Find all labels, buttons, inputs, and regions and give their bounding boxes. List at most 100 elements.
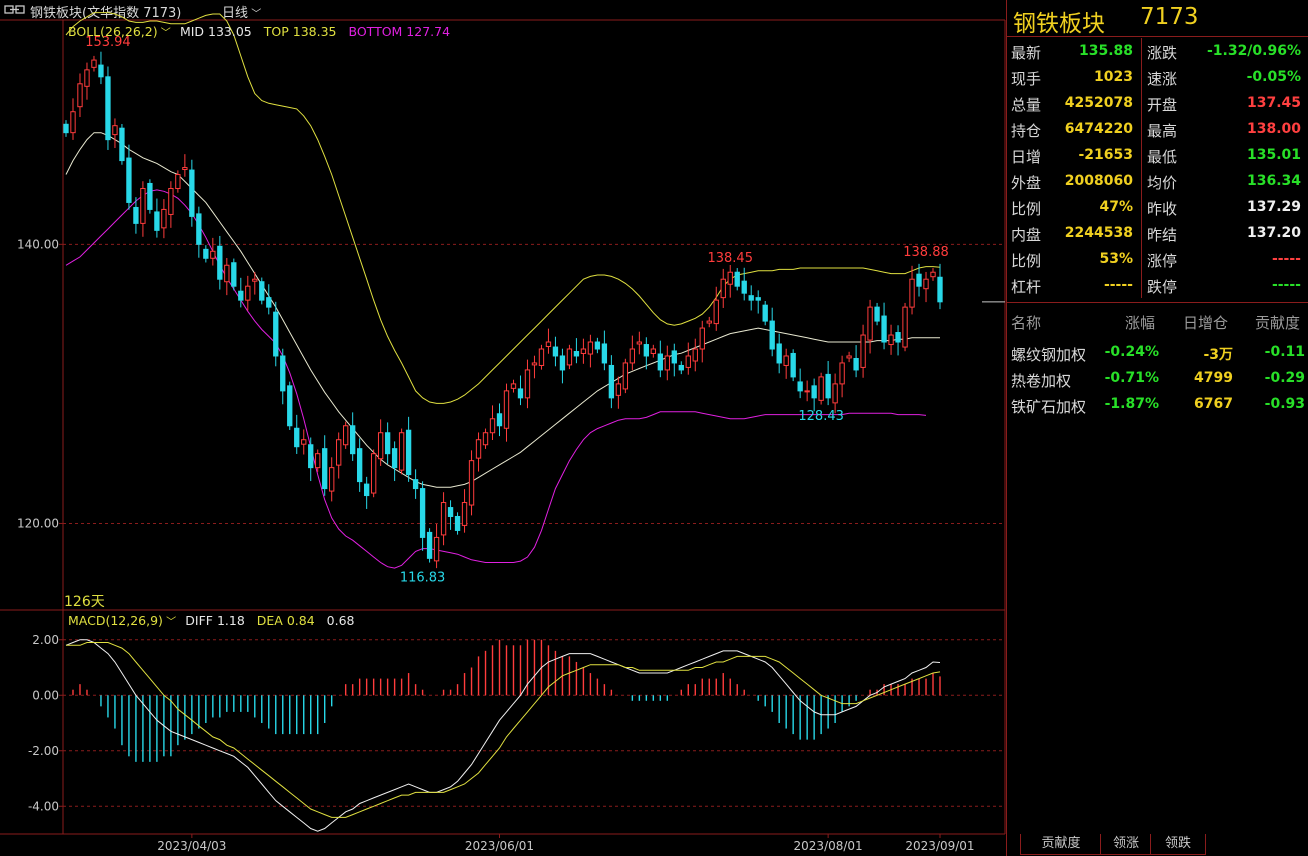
- candle-up: [706, 320, 712, 324]
- date-label: 2023/08/01: [794, 839, 863, 853]
- candle-down: [405, 429, 412, 476]
- candle-down: [671, 350, 677, 364]
- candle-down: [643, 344, 650, 357]
- candle-down: [259, 281, 265, 301]
- candle-up: [664, 355, 670, 371]
- candle-down: [133, 206, 139, 224]
- quote-row: 日增 -21653: [1007, 142, 1141, 168]
- link-icon[interactable]: [4, 4, 26, 16]
- quote-label: 总量: [1011, 96, 1042, 114]
- tab-leading-gainers[interactable]: 领涨: [1100, 834, 1152, 855]
- chevron-down-icon[interactable]: ﹀: [162, 617, 180, 628]
- period-selector[interactable]: 日线 ﹀: [222, 2, 261, 21]
- quote-row: 均价 136.34: [1143, 168, 1308, 194]
- macd-tick-label: -4.00: [28, 799, 59, 813]
- candle-up: [545, 341, 552, 347]
- quote-label: 最低: [1147, 148, 1178, 166]
- boll-top: TOP 138.35: [263, 24, 337, 39]
- candle-down: [196, 213, 202, 245]
- candle-down: [447, 507, 454, 517]
- contrib-row[interactable]: 铁矿石加权 -1.87% 6767 -0.93: [1007, 392, 1308, 418]
- contrib-value: -0.29: [1264, 370, 1305, 386]
- quote-value: -----: [1103, 277, 1133, 293]
- candle-down: [895, 332, 901, 343]
- candle-down: [853, 357, 859, 371]
- quote-row: 昨结 137.20: [1143, 220, 1308, 246]
- date-label: 2023/06/01: [465, 839, 534, 853]
- candle-down: [273, 311, 279, 357]
- candle-up: [692, 348, 698, 362]
- quote-row: 跌停 -----: [1143, 272, 1308, 298]
- macd-diff: DIFF 1.18: [185, 613, 245, 628]
- chart-canvas[interactable]: 120.00 140.00 2.00 0.00 -2.00 -4.00 2023/04/03…: [0, 0, 1006, 856]
- quote-label: 涨跌: [1147, 44, 1178, 62]
- quote-value: 135.88: [1078, 43, 1133, 59]
- col-header-change[interactable]: 涨幅: [1125, 314, 1156, 332]
- candle-up: [699, 327, 705, 350]
- candle-up: [489, 418, 496, 434]
- candle-up: [377, 432, 384, 460]
- macd-tick-label: 0.00: [32, 688, 59, 702]
- candle-down: [748, 295, 754, 301]
- candle-down: [189, 169, 195, 217]
- contrib-row[interactable]: 热卷加权 -0.71% 4799 -0.29: [1007, 366, 1308, 392]
- candle-up: [923, 278, 929, 290]
- quote-code: 7173: [1140, 4, 1199, 30]
- col-header-name[interactable]: 名称: [1011, 314, 1042, 332]
- candle-down: [147, 182, 153, 210]
- chevron-down-icon: ﹀: [248, 9, 262, 20]
- quote-value: -0.05%: [1246, 69, 1301, 85]
- contrib-change: -0.24%: [1104, 344, 1159, 360]
- candle-down: [594, 341, 601, 350]
- candle-up: [503, 390, 510, 429]
- instrument-title: 钢铁板块(文华指数 7173): [30, 6, 182, 21]
- candle-down: [363, 483, 370, 497]
- quote-label: 持仓: [1011, 122, 1042, 140]
- candle-down: [412, 479, 419, 490]
- candle-up: [846, 355, 852, 359]
- candle-up: [720, 278, 726, 299]
- candle-up: [727, 271, 733, 285]
- candle-up: [77, 83, 83, 108]
- col-header-oi[interactable]: 日增仓: [1183, 314, 1229, 332]
- candle-up: [252, 278, 258, 282]
- quote-label: 涨停: [1147, 252, 1178, 270]
- candle-up: [91, 59, 97, 68]
- tab-contribution[interactable]: 贡献度: [1020, 834, 1102, 855]
- quote-label: 比例: [1011, 252, 1042, 270]
- quote-value: 137.20: [1246, 225, 1301, 241]
- tab-leading-losers[interactable]: 领跌: [1150, 834, 1206, 855]
- candle-up: [168, 187, 174, 215]
- candle-down: [937, 276, 943, 303]
- macd-legend: MACD(12,26,9) ﹀ DIFF 1.18 DEA 0.84 0.68: [68, 613, 355, 628]
- col-header-contrib[interactable]: 贡献度: [1255, 314, 1301, 332]
- boll-name: BOLL(26,26,2): [68, 24, 158, 39]
- quote-row: 持仓 6474220: [1007, 116, 1141, 142]
- contrib-row[interactable]: 螺纹钢加权 -0.24% -3万 -0.11: [1007, 340, 1308, 366]
- candle-up: [629, 348, 636, 364]
- candle-down: [881, 315, 887, 343]
- candle-down: [217, 245, 223, 280]
- quote-label: 杠杆: [1011, 278, 1042, 296]
- extreme-label: 138.88: [903, 245, 949, 260]
- price-tick-label: 120.00: [17, 516, 59, 530]
- quote-label: 均价: [1147, 174, 1178, 192]
- section-divider: [1007, 302, 1308, 303]
- candle-down: [426, 531, 433, 559]
- candle-down: [391, 448, 398, 469]
- chevron-down-icon[interactable]: ﹀: [157, 28, 174, 39]
- candle-down: [287, 385, 293, 427]
- quote-label: 昨收: [1147, 200, 1178, 218]
- candle-up: [315, 453, 321, 469]
- quote-row: 涨停 -----: [1143, 246, 1308, 272]
- candle-down: [517, 388, 524, 399]
- quote-label: 最新: [1011, 44, 1042, 62]
- boll-mid-line: [65, 132, 940, 488]
- quote-row: 昨收 137.29: [1143, 194, 1308, 220]
- candle-up: [867, 306, 873, 341]
- quote-header: 钢铁板块 7173: [1007, 0, 1308, 37]
- quote-value: 6474220: [1064, 121, 1133, 137]
- candle-down: [678, 364, 684, 371]
- candle-down: [552, 346, 559, 357]
- candle-up: [902, 306, 908, 348]
